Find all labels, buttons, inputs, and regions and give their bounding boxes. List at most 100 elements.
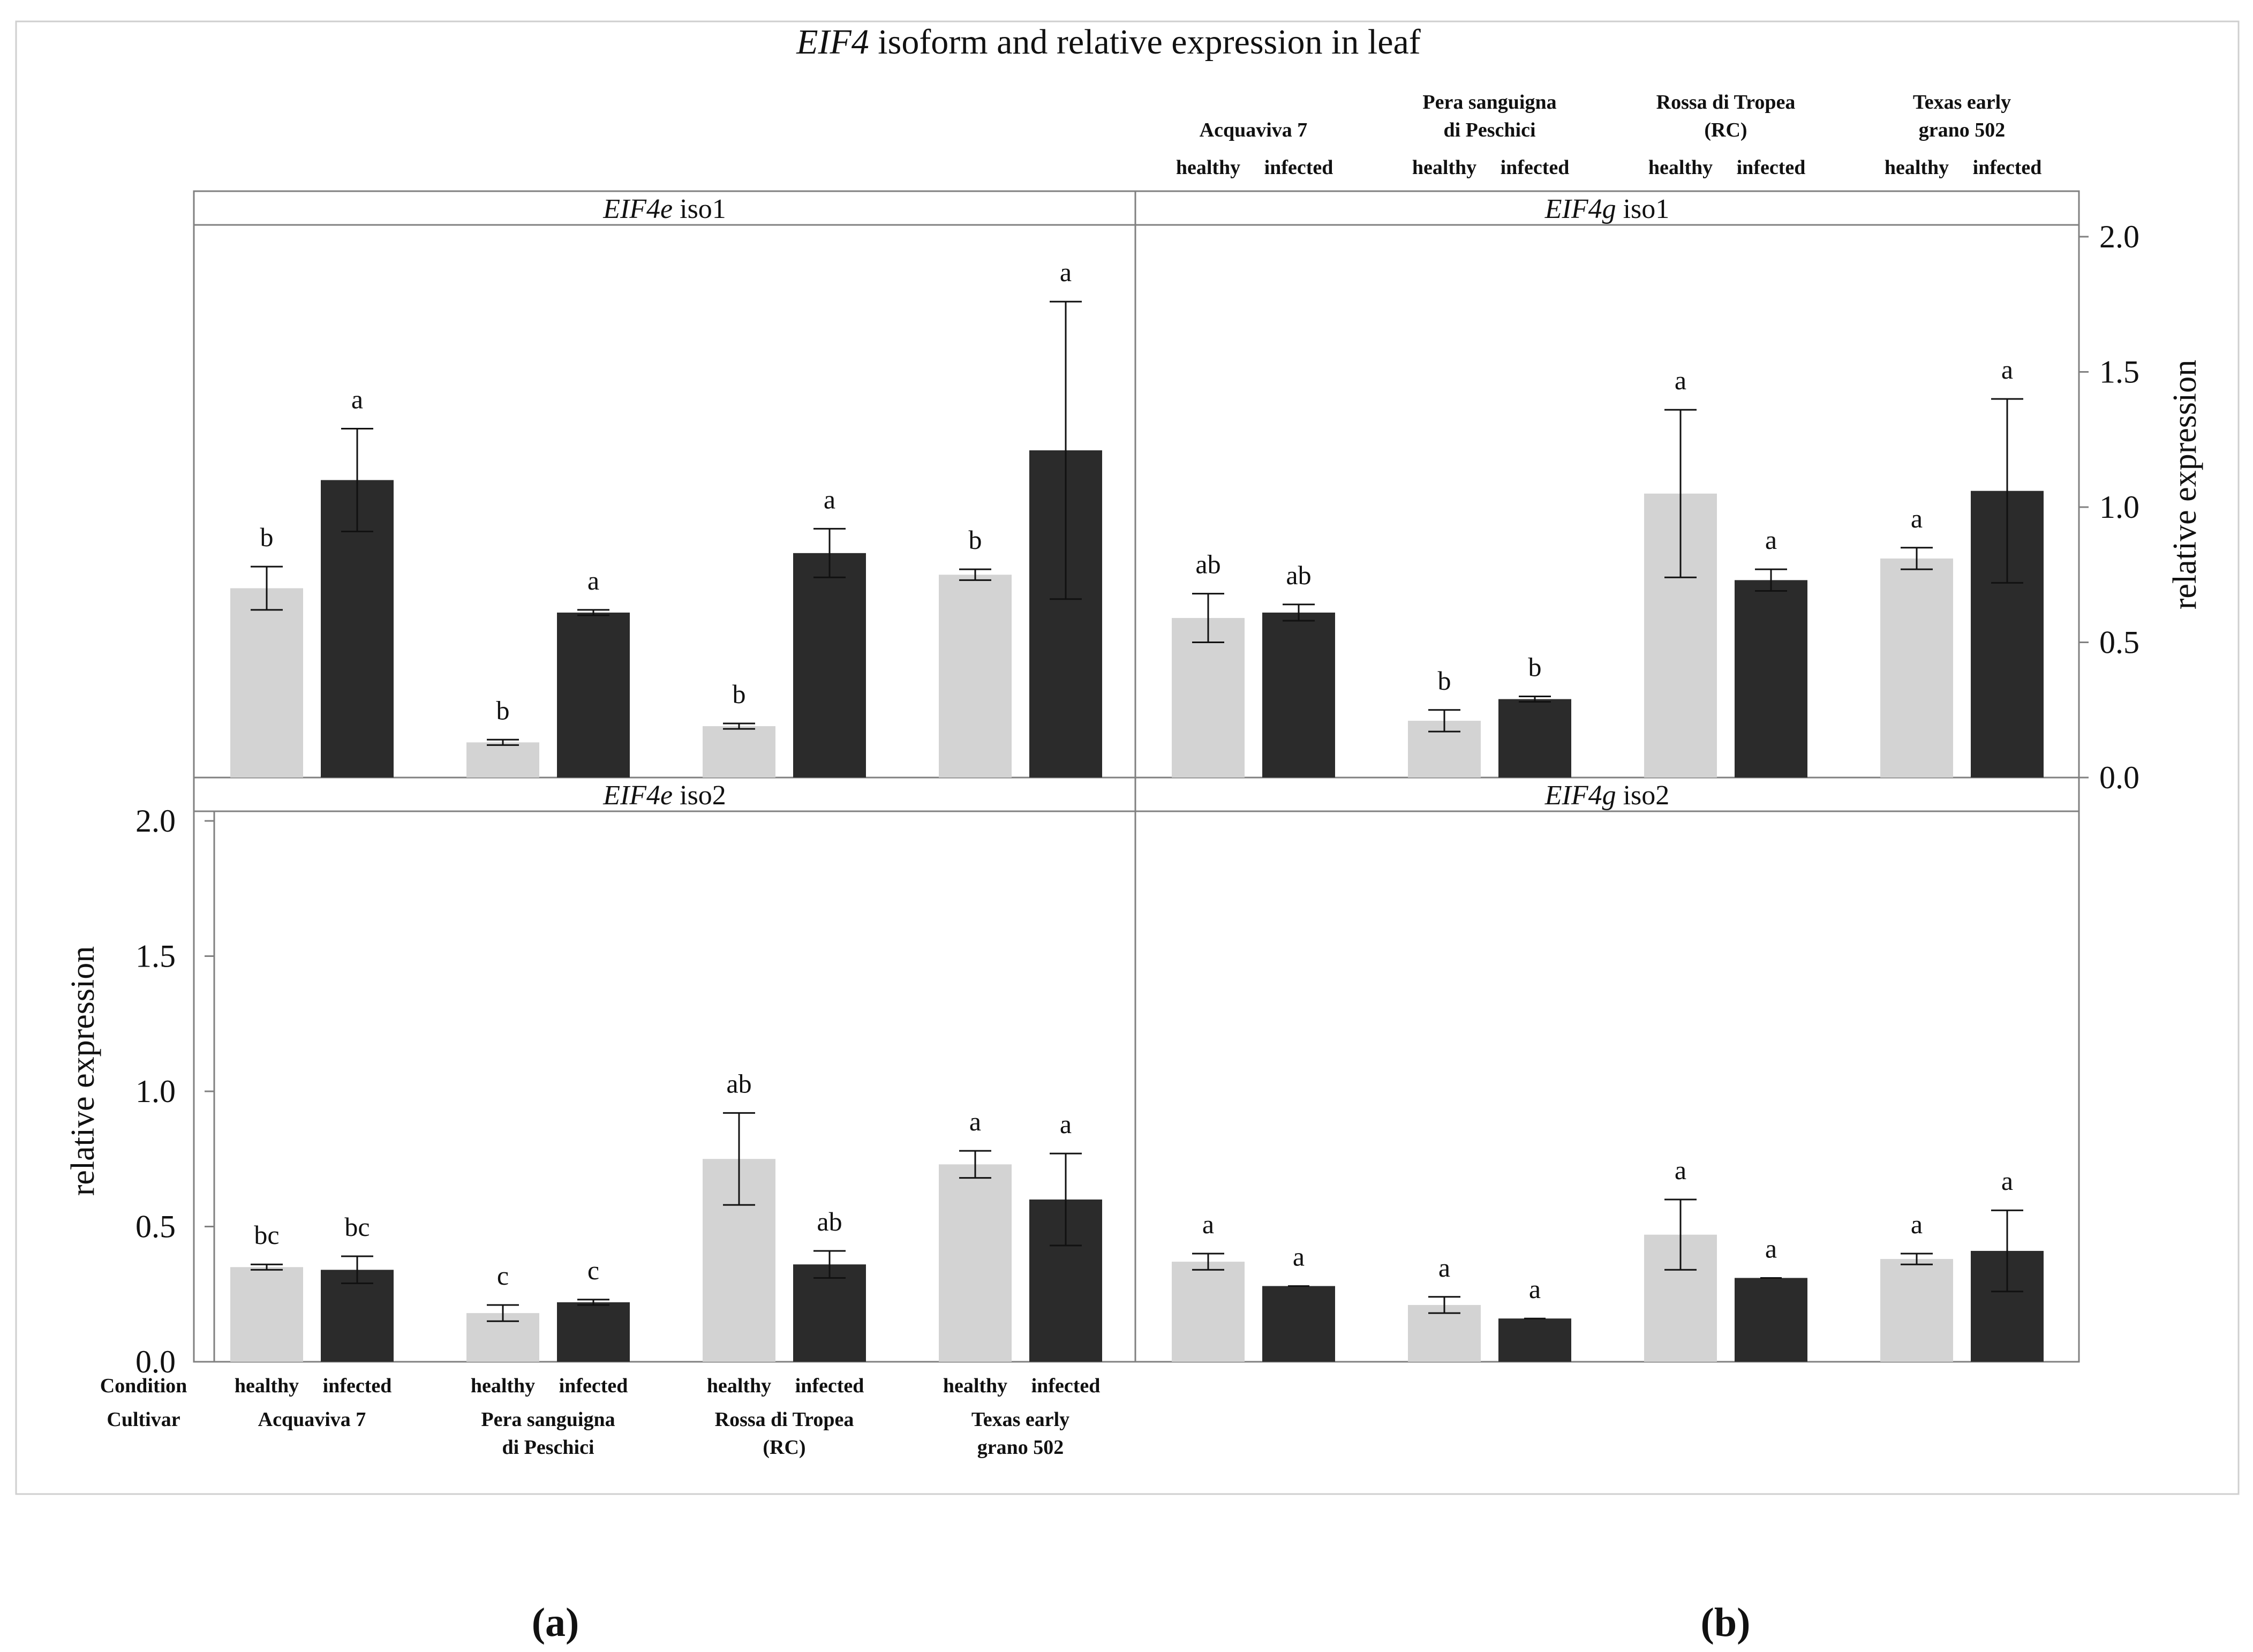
top-header-condition-3-infected: infected bbox=[1737, 156, 1806, 179]
top-header-cultivar-4-line-1: Texas early bbox=[1913, 91, 2011, 114]
top-header-cultivar-3-line-2: (RC) bbox=[1704, 119, 1747, 141]
letter-p3-healthy-4: a bbox=[969, 1106, 981, 1136]
subfig-label-a: (a) bbox=[532, 1600, 579, 1645]
ytick-label-right-0: 0.0 bbox=[2099, 760, 2139, 795]
top-header-cultivar-2-line-2: di Peschici bbox=[1443, 119, 1535, 141]
chart-marks: b b b b a a a a ab b a a ab b a a bc c ab a bc c ab a a a a a a a a a 0.… bbox=[135, 91, 2139, 1459]
letter-p2-healthy-4: a bbox=[1911, 503, 1923, 533]
ytick-label-left-3: 1.5 bbox=[135, 939, 176, 974]
letter-p1-healthy-1: b bbox=[260, 522, 274, 552]
letter-p3-infected-4: a bbox=[1060, 1109, 1072, 1139]
panel-title-eif4g-iso2: EIF4g iso2 bbox=[1544, 780, 1670, 811]
letter-p3-infected-3: ab bbox=[817, 1206, 842, 1236]
letter-p2-infected-2: b bbox=[1528, 652, 1542, 682]
ytick-label-left-4: 2.0 bbox=[135, 803, 176, 839]
bottom-header-cultivar-1-line-1: Acquaviva 7 bbox=[258, 1408, 366, 1431]
panel-title-eif4g-iso1: EIF4g iso1 bbox=[1544, 194, 1670, 224]
top-header-cultivar-1-line-1: Acquaviva 7 bbox=[1200, 119, 1308, 141]
bar-p2-infected-1 bbox=[1262, 612, 1335, 778]
top-header-condition-3-healthy: healthy bbox=[1648, 156, 1713, 179]
ytick-label-right-1: 0.5 bbox=[2099, 625, 2139, 660]
bar-p3-healthy-4 bbox=[939, 1164, 1012, 1362]
bar-p4-infected-2 bbox=[1498, 1318, 1571, 1362]
letter-p1-healthy-4: b bbox=[969, 525, 982, 555]
bar-p3-healthy-1 bbox=[230, 1267, 303, 1362]
bar-p4-infected-1 bbox=[1262, 1286, 1335, 1362]
bottom-header-condition-3-healthy: healthy bbox=[707, 1375, 771, 1397]
ytick-label-left-0: 0.0 bbox=[135, 1344, 176, 1379]
top-header-condition-1-infected: infected bbox=[1264, 156, 1333, 179]
subfig-label-b: (b) bbox=[1701, 1600, 1751, 1645]
figure-title: EIF4 isoform and relative expression in … bbox=[796, 22, 1421, 62]
bar-p2-healthy-1 bbox=[1172, 618, 1245, 778]
top-header-condition-4-infected: infected bbox=[1973, 156, 2042, 179]
bar-p1-infected-3 bbox=[793, 553, 866, 778]
letter-p2-infected-4: a bbox=[2001, 354, 2013, 384]
figure-border bbox=[15, 20, 2240, 1495]
letter-p2-healthy-3: a bbox=[1675, 365, 1686, 395]
letter-p3-healthy-1: bc bbox=[254, 1220, 279, 1250]
bar-p2-infected-2 bbox=[1498, 699, 1571, 778]
bar-p1-infected-2 bbox=[557, 612, 630, 778]
letter-p2-healthy-1: ab bbox=[1195, 549, 1220, 579]
panel-title-eif4e-iso2: EIF4e iso2 bbox=[602, 780, 726, 811]
letter-p1-healthy-3: b bbox=[733, 679, 746, 709]
bar-p2-infected-3 bbox=[1735, 580, 1807, 778]
letter-p2-healthy-2: b bbox=[1438, 666, 1451, 696]
letter-p2-infected-3: a bbox=[1765, 525, 1777, 555]
condition-row-label: Condition bbox=[100, 1375, 187, 1397]
bottom-header-condition-2-healthy: healthy bbox=[471, 1375, 535, 1397]
figure-title-italic: EIF4 bbox=[796, 22, 869, 62]
letter-p4-infected-3: a bbox=[1765, 1233, 1777, 1263]
bottom-header-cultivar-2-line-1: Pera sanguigna bbox=[481, 1408, 615, 1431]
letter-p1-infected-3: a bbox=[824, 484, 835, 514]
letter-p3-infected-2: c bbox=[587, 1255, 599, 1285]
letter-p4-healthy-1: a bbox=[1202, 1209, 1214, 1239]
ytick-label-right-3: 1.5 bbox=[2099, 354, 2139, 390]
bottom-header-cultivar-3-line-1: Rossa di Tropea bbox=[715, 1408, 854, 1431]
top-header-condition-2-healthy: healthy bbox=[1412, 156, 1476, 179]
y-axis-title-right: relative expression bbox=[2167, 360, 2203, 610]
letter-p3-healthy-2: c bbox=[497, 1261, 509, 1291]
bar-p3-infected-1 bbox=[321, 1270, 394, 1362]
panel-frame bbox=[193, 190, 2080, 1363]
letter-p4-healthy-4: a bbox=[1911, 1209, 1923, 1239]
bar-p3-infected-2 bbox=[557, 1302, 630, 1362]
bottom-header-condition-3-infected: infected bbox=[795, 1375, 864, 1397]
letter-p4-infected-4: a bbox=[2001, 1166, 2013, 1196]
bottom-header-condition-1-healthy: healthy bbox=[235, 1375, 299, 1397]
letter-p1-infected-1: a bbox=[351, 384, 363, 414]
letter-p3-infected-1: bc bbox=[344, 1212, 370, 1242]
letter-p4-healthy-3: a bbox=[1675, 1155, 1686, 1185]
bar-p4-infected-3 bbox=[1735, 1278, 1807, 1362]
letter-p4-infected-2: a bbox=[1529, 1274, 1541, 1304]
ytick-label-left-1: 0.5 bbox=[135, 1209, 176, 1244]
bottom-header-cultivar-4-line-2: grano 502 bbox=[977, 1436, 1064, 1459]
figure-title-rest: isoform and relative expression in leaf bbox=[869, 22, 1421, 62]
top-header-cultivar-3-line-1: Rossa di Tropea bbox=[1656, 91, 1796, 114]
bar-p2-healthy-4 bbox=[1880, 558, 1953, 778]
bar-p4-healthy-4 bbox=[1880, 1259, 1953, 1362]
ytick-label-right-2: 1.0 bbox=[2099, 489, 2139, 525]
letter-p3-healthy-3: ab bbox=[726, 1068, 751, 1098]
bar-p4-healthy-1 bbox=[1172, 1262, 1245, 1362]
letter-p4-healthy-2: a bbox=[1438, 1253, 1450, 1283]
bar-p3-infected-3 bbox=[793, 1264, 866, 1362]
cultivar-row-label: Cultivar bbox=[107, 1408, 180, 1431]
top-header-condition-2-infected: infected bbox=[1501, 156, 1570, 179]
ytick-label-left-2: 1.0 bbox=[135, 1074, 176, 1109]
bottom-header-cultivar-2-line-2: di Peschici bbox=[502, 1436, 594, 1459]
top-header-cultivar-4-line-2: grano 502 bbox=[1919, 119, 2006, 141]
bar-p1-healthy-2 bbox=[466, 742, 539, 778]
bottom-header-condition-4-healthy: healthy bbox=[943, 1375, 1007, 1397]
letter-p1-healthy-2: b bbox=[496, 695, 510, 725]
bottom-header-condition-4-infected: infected bbox=[1031, 1375, 1101, 1397]
panel-title-eif4e-iso1: EIF4e iso1 bbox=[602, 194, 726, 224]
bottom-header-cultivar-4-line-1: Texas early bbox=[971, 1408, 1069, 1431]
bottom-header-cultivar-3-line-2: (RC) bbox=[763, 1436, 805, 1459]
y-axis-title-left: relative expression bbox=[65, 946, 101, 1196]
letter-p2-infected-1: ab bbox=[1286, 560, 1311, 590]
bar-p1-healthy-4 bbox=[939, 575, 1012, 778]
